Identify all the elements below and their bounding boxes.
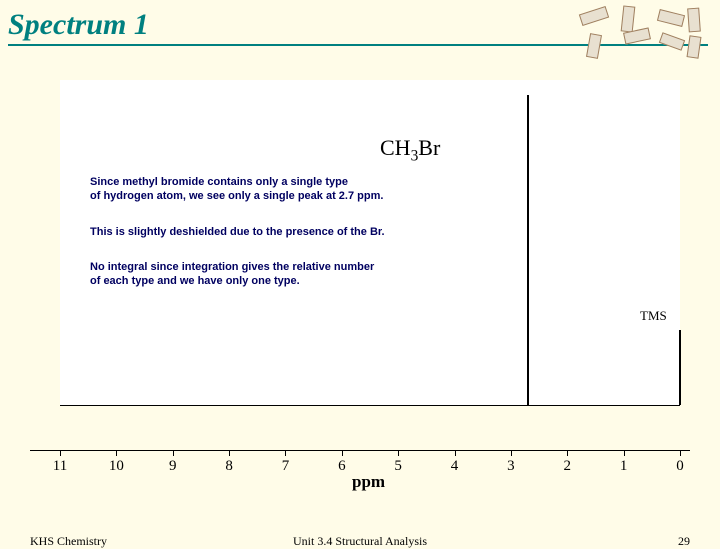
xaxis-tick bbox=[567, 450, 568, 456]
xaxis-tick-label: 5 bbox=[394, 458, 402, 475]
xaxis-tick bbox=[285, 450, 286, 456]
xaxis-tick bbox=[398, 450, 399, 456]
molecule-formula: CH3Br bbox=[380, 135, 440, 165]
xaxis-tick bbox=[511, 450, 512, 456]
xaxis-tick bbox=[60, 450, 61, 456]
spectrum-plot-bg bbox=[60, 80, 680, 405]
formula-main: CH bbox=[380, 135, 411, 160]
xaxis-tick-label: 10 bbox=[109, 458, 124, 475]
footer-center: Unit 3.4 Structural Analysis bbox=[293, 534, 427, 549]
xaxis-tick bbox=[624, 450, 625, 456]
slide-title-text: Spectrum 1 bbox=[8, 8, 149, 41]
peak-1 bbox=[679, 330, 681, 405]
xaxis-tick-label: 1 bbox=[620, 458, 628, 475]
xaxis-tick bbox=[455, 450, 456, 456]
xaxis-tick-label: 2 bbox=[564, 458, 572, 475]
xaxis-tick bbox=[229, 450, 230, 456]
footer-left: KHS Chemistry bbox=[30, 534, 107, 549]
annotation-1: This is slightly deshielded due to the p… bbox=[90, 225, 385, 239]
decoration-tile bbox=[586, 33, 602, 59]
decoration-tile bbox=[621, 5, 636, 32]
decoration-tile bbox=[687, 8, 701, 33]
peak-0 bbox=[527, 95, 529, 405]
xaxis-tick bbox=[342, 450, 343, 456]
corner-decorations bbox=[580, 6, 710, 66]
xaxis-tick-label: 8 bbox=[225, 458, 233, 475]
xaxis-tick bbox=[680, 450, 681, 456]
decoration-tile bbox=[659, 32, 685, 51]
xaxis-baseline bbox=[60, 405, 680, 406]
footer-right: 29 bbox=[678, 534, 690, 549]
xaxis-tick-label: 4 bbox=[451, 458, 459, 475]
xaxis-tick bbox=[173, 450, 174, 456]
decoration-tile bbox=[657, 9, 685, 27]
xaxis-tick-label: 0 bbox=[676, 458, 684, 475]
xaxis-tick bbox=[116, 450, 117, 456]
formula-tail: Br bbox=[418, 135, 440, 160]
xaxis-tick-label: 3 bbox=[507, 458, 515, 475]
annotation-0: Since methyl bromide contains only a sin… bbox=[90, 175, 383, 204]
annotation-2: No integral since integration gives the … bbox=[90, 260, 374, 289]
xaxis-title: ppm bbox=[352, 472, 385, 492]
xaxis-tick-label: 7 bbox=[282, 458, 290, 475]
decoration-tile bbox=[687, 35, 702, 58]
xaxis-tick-label: 11 bbox=[53, 458, 67, 475]
xaxis-tick-label: 6 bbox=[338, 458, 346, 475]
decoration-tile bbox=[579, 6, 609, 26]
tms-label: TMS bbox=[640, 308, 667, 324]
xaxis-line bbox=[30, 450, 690, 451]
xaxis-tick-label: 9 bbox=[169, 458, 177, 475]
